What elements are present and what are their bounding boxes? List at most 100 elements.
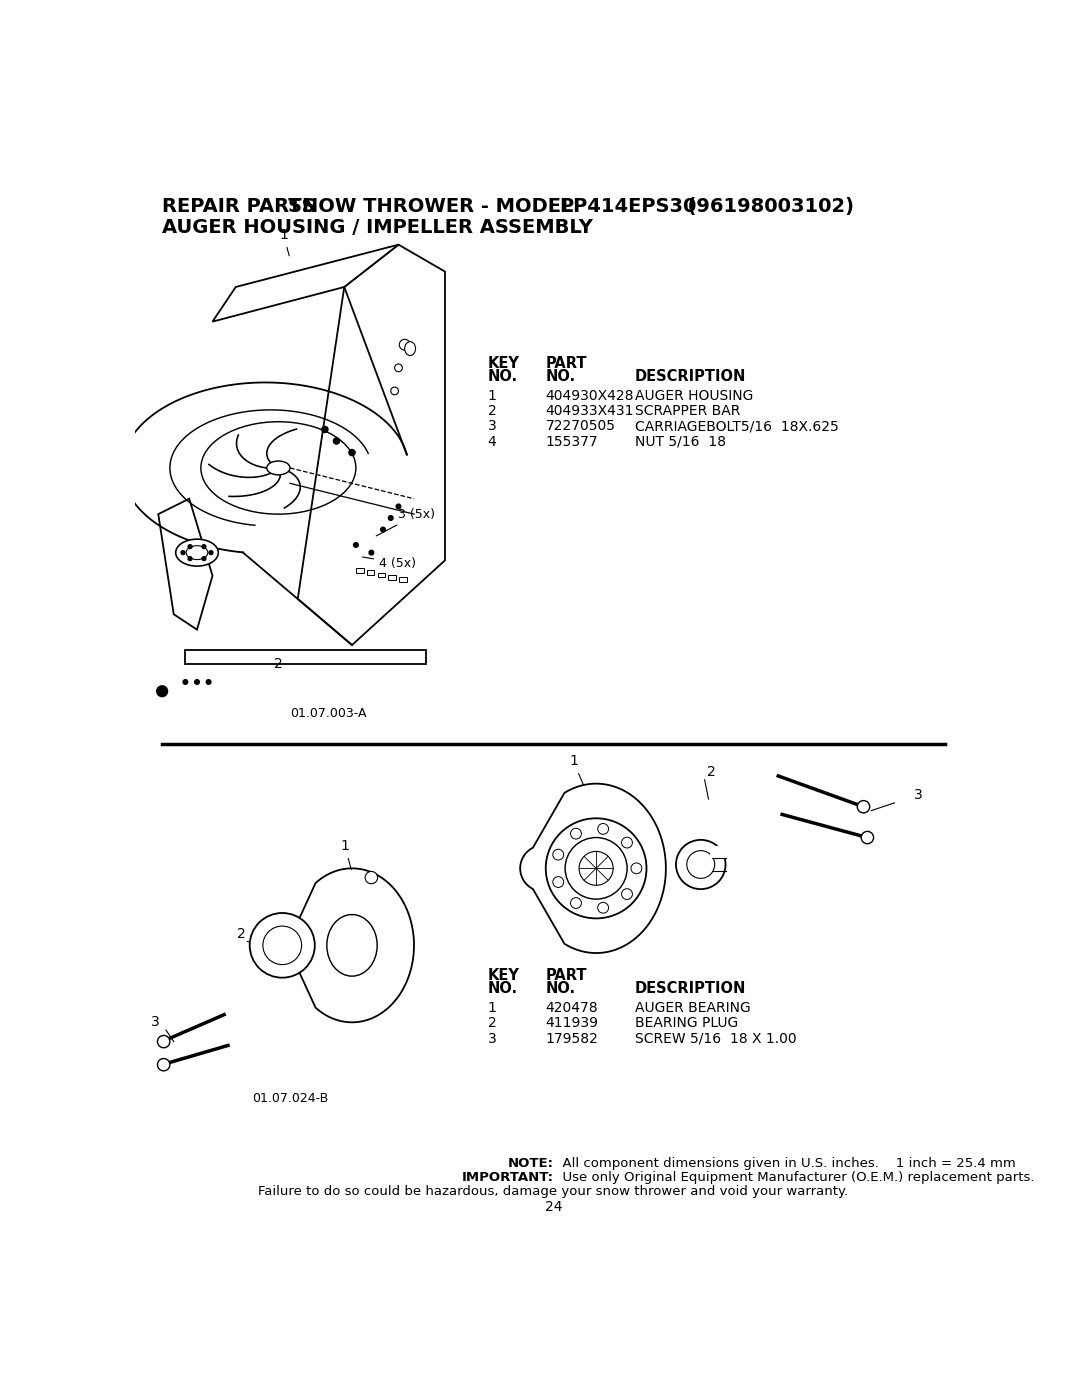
Text: REPAIR PARTS: REPAIR PARTS: [162, 197, 315, 217]
Circle shape: [597, 902, 608, 914]
Circle shape: [545, 819, 647, 918]
Text: 1: 1: [488, 388, 497, 402]
Text: SNOW THROWER - MODEL: SNOW THROWER - MODEL: [288, 197, 588, 217]
Text: IMPORTANT:: IMPORTANT:: [461, 1171, 554, 1183]
Circle shape: [158, 1059, 170, 1071]
Polygon shape: [286, 869, 414, 1023]
Circle shape: [565, 838, 627, 900]
Text: KEY: KEY: [488, 968, 519, 983]
Text: CARRIAGEBOLT5/16  18X.625: CARRIAGEBOLT5/16 18X.625: [635, 419, 839, 433]
Text: AUGER BEARING: AUGER BEARING: [635, 1000, 751, 1014]
Text: PP414EPS30: PP414EPS30: [559, 197, 697, 217]
Bar: [400, 577, 407, 583]
Text: 411939: 411939: [545, 1016, 598, 1030]
Text: 2: 2: [274, 657, 283, 671]
Circle shape: [262, 926, 301, 964]
Text: Use only Original Equipment Manufacturer (O.E.M.) replacement parts.: Use only Original Equipment Manufacturer…: [554, 1171, 1034, 1183]
Circle shape: [183, 680, 188, 685]
Circle shape: [861, 831, 874, 844]
Polygon shape: [298, 244, 445, 645]
Text: 2: 2: [488, 404, 497, 418]
Text: 01.07.003-A: 01.07.003-A: [291, 707, 367, 719]
Text: SCREW 5/16  18 X 1.00: SCREW 5/16 18 X 1.00: [635, 1031, 797, 1045]
Circle shape: [202, 545, 206, 549]
Text: 2: 2: [488, 1016, 497, 1030]
Text: All component dimensions given in U.S. inches.    1 inch = 25.4 mm: All component dimensions given in U.S. i…: [554, 1157, 1015, 1171]
Ellipse shape: [176, 539, 218, 566]
Text: 1: 1: [340, 840, 351, 869]
Text: 72270505: 72270505: [545, 419, 616, 433]
Bar: [356, 569, 364, 573]
Text: 1: 1: [488, 1000, 497, 1014]
Circle shape: [553, 849, 564, 861]
Text: 4 (5x): 4 (5x): [363, 556, 416, 570]
Text: 155377: 155377: [545, 434, 598, 448]
Circle shape: [157, 686, 167, 697]
Text: Failure to do so could be hazardous, damage your snow thrower and void your warr: Failure to do so could be hazardous, dam…: [258, 1185, 849, 1197]
Circle shape: [322, 426, 328, 433]
Circle shape: [158, 1035, 170, 1048]
Text: 24: 24: [544, 1200, 563, 1214]
Text: 3: 3: [151, 1016, 160, 1030]
Text: AUGER HOUSING / IMPELLER ASSEMBLY: AUGER HOUSING / IMPELLER ASSEMBLY: [162, 218, 593, 236]
Bar: [367, 570, 375, 576]
Circle shape: [353, 542, 359, 548]
Circle shape: [380, 527, 386, 532]
Text: NO.: NO.: [545, 981, 576, 996]
Text: NUT 5/16  18: NUT 5/16 18: [635, 434, 726, 448]
Text: NOTE:: NOTE:: [508, 1157, 554, 1171]
Text: NO.: NO.: [545, 369, 576, 384]
Circle shape: [622, 888, 633, 900]
Circle shape: [570, 828, 581, 840]
Circle shape: [210, 550, 213, 555]
Circle shape: [365, 872, 378, 884]
Text: 420478: 420478: [545, 1000, 598, 1014]
Text: KEY: KEY: [488, 356, 519, 372]
Circle shape: [394, 365, 403, 372]
Ellipse shape: [267, 461, 291, 475]
Circle shape: [194, 680, 200, 685]
Text: 3 (5x): 3 (5x): [376, 509, 435, 536]
Circle shape: [570, 898, 581, 908]
Circle shape: [349, 450, 355, 455]
Text: 1: 1: [280, 228, 288, 242]
Text: NO.: NO.: [488, 369, 517, 384]
Text: 2: 2: [707, 766, 716, 780]
Polygon shape: [521, 784, 666, 953]
Text: AUGER HOUSING: AUGER HOUSING: [635, 388, 753, 402]
Circle shape: [206, 680, 211, 685]
Circle shape: [389, 515, 393, 520]
Circle shape: [181, 550, 185, 555]
Text: 4: 4: [488, 434, 497, 448]
Bar: [710, 847, 727, 858]
Text: 404930X428: 404930X428: [545, 388, 634, 402]
Circle shape: [369, 550, 374, 555]
Circle shape: [553, 877, 564, 887]
Circle shape: [631, 863, 642, 873]
Polygon shape: [213, 244, 399, 321]
FancyBboxPatch shape: [186, 651, 426, 665]
Ellipse shape: [327, 915, 377, 977]
Text: 01.07.024-B: 01.07.024-B: [252, 1091, 328, 1105]
Text: 3: 3: [488, 419, 497, 433]
Text: (96198003102): (96198003102): [674, 197, 853, 217]
Polygon shape: [159, 499, 213, 630]
Text: 179582: 179582: [545, 1031, 598, 1045]
Ellipse shape: [186, 546, 207, 560]
Text: 1: 1: [569, 754, 583, 785]
Ellipse shape: [405, 342, 416, 355]
Circle shape: [202, 557, 206, 560]
Text: NO.: NO.: [488, 981, 517, 996]
Text: DESCRIPTION: DESCRIPTION: [635, 369, 746, 384]
Circle shape: [391, 387, 399, 395]
Circle shape: [188, 557, 192, 560]
Text: BEARING PLUG: BEARING PLUG: [635, 1016, 738, 1030]
Circle shape: [676, 840, 726, 888]
Text: PART: PART: [545, 356, 588, 372]
Circle shape: [396, 504, 401, 509]
Text: 404933X431: 404933X431: [545, 404, 634, 418]
Text: DESCRIPTION: DESCRIPTION: [635, 981, 746, 996]
Text: 3: 3: [488, 1031, 497, 1045]
Bar: [389, 576, 396, 580]
Circle shape: [622, 837, 633, 848]
